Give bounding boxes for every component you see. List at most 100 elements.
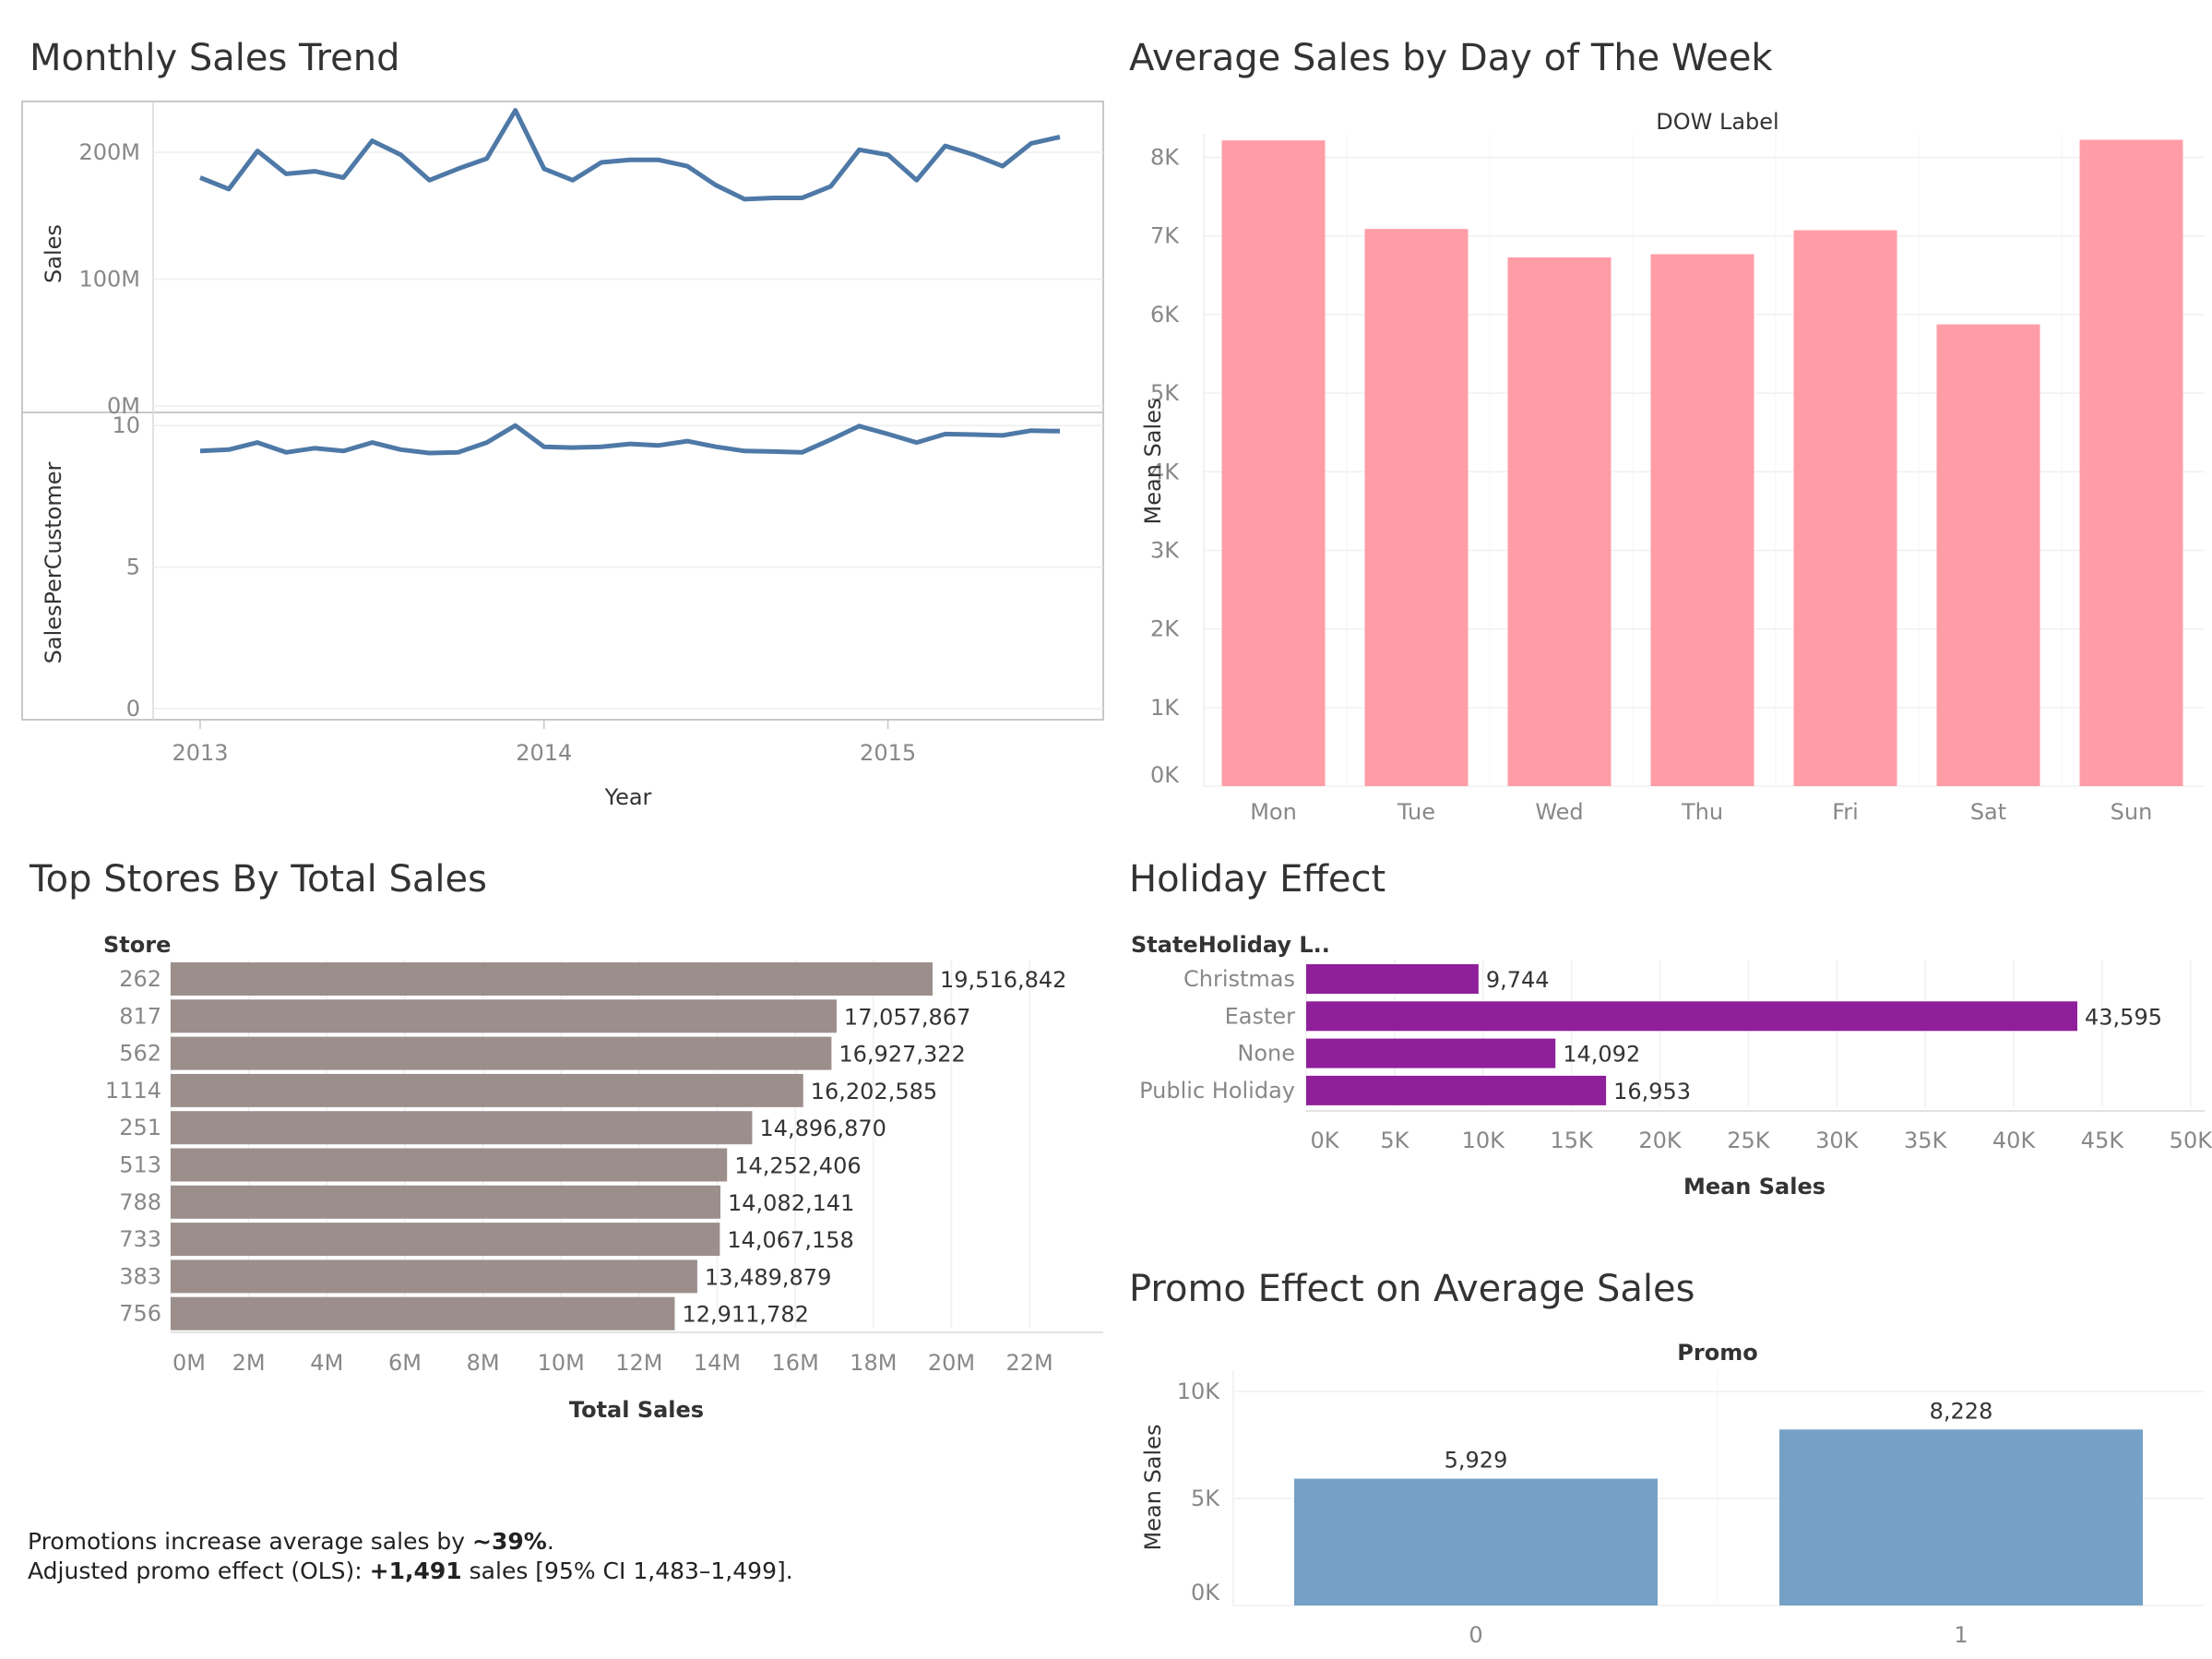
data-label: 16,202,585 — [811, 1079, 937, 1104]
bar-store-513 — [171, 1148, 728, 1182]
data-label: 43,595 — [2085, 1004, 2162, 1030]
x-tick-label: 14M — [694, 1350, 741, 1376]
category-label: Public Holiday — [1139, 1078, 1295, 1104]
bar-store-733 — [171, 1223, 720, 1257]
monthly-sales-title: Monthly Sales Trend — [30, 37, 400, 79]
category-label: 513 — [119, 1152, 161, 1178]
x-tick-label: Wed — [1535, 799, 1583, 825]
bar-thu — [1650, 254, 1754, 787]
category-label: 562 — [119, 1041, 161, 1067]
x-tick-label: 20M — [928, 1350, 975, 1376]
bar-easter — [1306, 1001, 2077, 1032]
data-label: 14,082,141 — [728, 1190, 854, 1216]
y-tick-label: 6K — [1150, 302, 1180, 328]
category-label: Easter — [1225, 1003, 1296, 1029]
category-label: 756 — [119, 1301, 161, 1327]
y-tick-label: 4K — [1150, 459, 1180, 484]
category-label: 383 — [119, 1263, 161, 1289]
x-tick-label: 18M — [850, 1350, 897, 1376]
holiday-effect-title: Holiday Effect — [1129, 858, 1386, 901]
x-tick-label: 15K — [1551, 1128, 1595, 1153]
y-tick-label: 2K — [1150, 616, 1180, 642]
chart-header: Promo — [1677, 1340, 1757, 1366]
bar-mon — [1221, 140, 1326, 787]
x-tick-label: Sun — [2111, 799, 2153, 825]
promo-effect-title: Promo Effect on Average Sales — [1129, 1268, 1695, 1310]
data-label: 19,516,842 — [940, 967, 1066, 993]
x-tick-label: 22M — [1005, 1350, 1052, 1376]
category-label: Christmas — [1183, 966, 1295, 992]
category-label: 817 — [119, 1003, 161, 1029]
monthly-frame — [21, 101, 1104, 721]
data-label: 5,929 — [1445, 1448, 1508, 1474]
x-tick-label: 1 — [1954, 1622, 1968, 1648]
bar-public-holiday — [1306, 1075, 1607, 1105]
y-tick-label: 7K — [1150, 223, 1180, 249]
bar-promo-1 — [1779, 1429, 2143, 1605]
x-tick-label: Thu — [1681, 799, 1723, 825]
x-tick-label: 16M — [772, 1350, 819, 1376]
promo-insight-line-1: Promotions increase average sales by ~39… — [28, 1528, 554, 1555]
x-tick-label: Mon — [1250, 799, 1297, 825]
bar-store-262 — [171, 962, 933, 996]
y-tick-label: 1K — [1150, 695, 1180, 721]
y-tick-label: 10K — [1177, 1379, 1221, 1404]
bar-sun — [2079, 139, 2183, 786]
y-axis-label: Sales — [41, 224, 66, 283]
y-tick-label: 8K — [1150, 145, 1180, 171]
x-tick-label: 2015 — [860, 740, 916, 766]
x-axis-label: Mean Sales — [1683, 1174, 1825, 1199]
bar-store-251 — [171, 1111, 753, 1145]
y-tick-label: 5K — [1150, 380, 1180, 406]
bar-wed — [1507, 257, 1611, 787]
y-tick-label: 3K — [1150, 537, 1180, 563]
x-tick-label: 4M — [310, 1350, 343, 1376]
x-tick-label: Sat — [1970, 799, 2006, 825]
chart-header: DOW Label — [1656, 109, 1778, 135]
bar-christmas — [1306, 964, 1479, 994]
data-label: 17,057,867 — [844, 1004, 970, 1030]
x-tick-label: 0M — [172, 1350, 206, 1376]
x-tick-label: 2013 — [172, 740, 228, 766]
bar-store-817 — [171, 999, 837, 1033]
y-axis-label: Mean Sales — [1140, 399, 1166, 525]
category-label: 1114 — [105, 1078, 161, 1104]
y-tick-label: 100M — [78, 267, 140, 292]
bar-promo-0 — [1294, 1478, 1658, 1605]
y-tick-label: 0 — [126, 696, 140, 722]
x-tick-label: 40K — [1992, 1128, 2037, 1153]
data-label: 16,953 — [1613, 1079, 1691, 1104]
bar-store-1114 — [171, 1073, 803, 1107]
category-label: None — [1237, 1041, 1295, 1067]
series-line-salespercustomer — [199, 423, 1061, 456]
x-tick-label: Tue — [1397, 799, 1435, 825]
category-label: 733 — [119, 1226, 161, 1252]
x-tick-label: 10K — [1462, 1128, 1506, 1153]
bar-fri — [1793, 230, 1897, 787]
y-tick-label: 10 — [112, 412, 140, 438]
x-tick-label: 5K — [1380, 1128, 1409, 1153]
data-label: 14,252,406 — [734, 1153, 861, 1179]
data-label: 14,067,158 — [727, 1227, 853, 1253]
x-tick-label: 8M — [467, 1350, 500, 1376]
bar-tue — [1364, 229, 1469, 786]
bar-store-788 — [171, 1185, 720, 1219]
chart-header: Store — [103, 932, 171, 958]
x-axis-label: Total Sales — [569, 1397, 704, 1423]
bar-store-562 — [171, 1036, 832, 1070]
x-tick-label: 12M — [615, 1350, 662, 1376]
x-axis-label: Year — [604, 784, 652, 810]
x-tick-label: 30K — [1815, 1128, 1860, 1153]
x-tick-label: Fri — [1832, 799, 1859, 825]
y-tick-label: 0M — [107, 393, 140, 419]
category-label: 262 — [119, 966, 161, 992]
category-label: 251 — [119, 1115, 161, 1140]
x-tick-label: 0 — [1469, 1622, 1482, 1648]
bar-none — [1306, 1038, 1556, 1068]
data-label: 8,228 — [1930, 1398, 1993, 1424]
chart-header: StateHoliday L.. — [1131, 932, 1330, 958]
y-tick-label: 5 — [126, 555, 140, 580]
y-tick-label: 0K — [1191, 1580, 1220, 1605]
top-stores-title: Top Stores By Total Sales — [30, 858, 487, 901]
